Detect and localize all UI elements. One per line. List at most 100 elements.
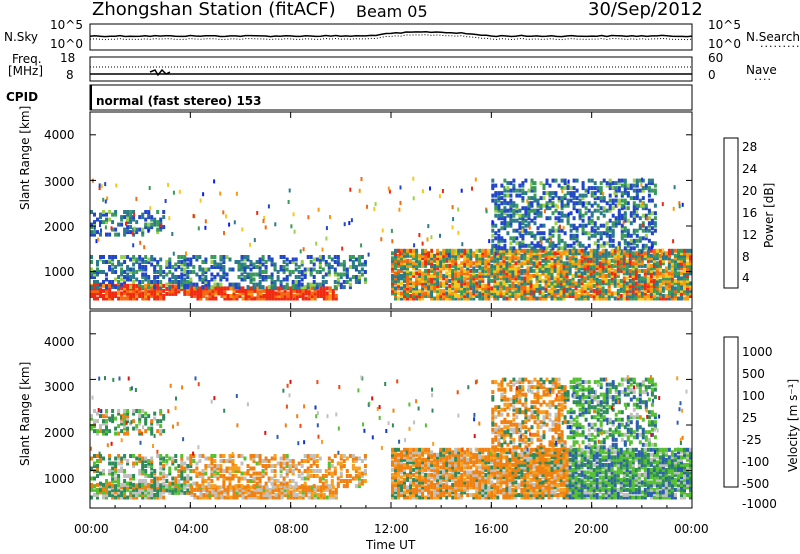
velocity-cell: [235, 495, 239, 500]
power-cell: [556, 261, 560, 266]
velocity-cell: [442, 462, 446, 467]
power-cell: [421, 261, 425, 266]
power-cell: [677, 291, 680, 296]
velocity-cell: [132, 419, 136, 424]
velocity-cell: [105, 419, 108, 424]
velocity-cell: [208, 490, 212, 495]
velocity-cell: [177, 488, 181, 493]
power-cell: [578, 216, 582, 221]
velocity-cell: [126, 474, 130, 478]
power-cell: [512, 236, 516, 241]
power-cell: [472, 281, 476, 286]
power-cell: [607, 283, 611, 288]
power-cell: [418, 278, 422, 283]
velocity-cell: [291, 471, 295, 476]
power-cell: [683, 268, 686, 273]
power-cell: [229, 294, 233, 298]
power-speck: [672, 206, 675, 211]
power-cell: [262, 294, 266, 298]
power-cell: [168, 265, 172, 269]
power-cell: [535, 263, 539, 268]
power-cell: [150, 257, 154, 262]
power-cell: [249, 277, 253, 282]
velocity-cell: [117, 469, 121, 473]
power-cell: [529, 268, 533, 273]
velocity-cell: [123, 482, 127, 487]
power-cell: [521, 188, 525, 193]
velocity-cell: [409, 457, 413, 462]
velocity-cell: [421, 465, 425, 470]
power-cell: [610, 258, 614, 263]
power-cell: [90, 255, 93, 259]
power-cell: [583, 266, 587, 271]
power-cell: [581, 186, 585, 191]
power-cell: [506, 223, 510, 228]
velocity-cell: [117, 495, 121, 500]
power-cell: [550, 251, 554, 256]
velocity-cell: [418, 490, 422, 495]
power-cell: [644, 246, 648, 251]
power-cell: [436, 294, 440, 298]
power-cell: [325, 286, 329, 291]
velocity-cell: [159, 476, 163, 481]
velocity-cell: [165, 479, 169, 483]
power-cell: [562, 261, 566, 266]
power-cell: [619, 286, 623, 291]
power-cell: [454, 266, 458, 271]
power-cell: [598, 283, 602, 288]
velocity-cell: [174, 479, 178, 483]
power-cell: [442, 253, 446, 258]
velocity-cell: [108, 454, 112, 458]
velocity-cell: [445, 495, 449, 500]
power-cell: [599, 231, 603, 236]
power-cell: [535, 248, 539, 253]
velocity-cell: [312, 459, 316, 463]
power-cell: [294, 282, 298, 287]
power-cell: [234, 282, 238, 287]
power-cell: [589, 261, 593, 266]
power-cell: [490, 258, 494, 263]
power-cell: [616, 283, 620, 288]
velocity-cell: [397, 477, 400, 482]
velocity-cell: [265, 487, 269, 492]
velocity-cell: [391, 462, 394, 467]
power-cell: [237, 275, 241, 279]
power-cell: [472, 253, 476, 258]
power-speck: [616, 202, 619, 207]
power-cell: [183, 272, 187, 277]
power-cell: [294, 275, 298, 279]
power-cell: [571, 273, 575, 278]
velocity-cell: [277, 495, 281, 500]
power-cell: [560, 178, 564, 183]
power-cell: [634, 271, 638, 276]
power-cell: [141, 296, 145, 301]
power-cell: [478, 276, 482, 281]
velocity-cell: [280, 493, 284, 497]
power-cell: [202, 288, 206, 293]
power-cell: [120, 262, 124, 267]
power-cell: [285, 262, 289, 267]
power-cell: [162, 275, 166, 279]
velocity-cell: [99, 484, 102, 489]
power-cell: [511, 281, 515, 286]
velocity-cell: [279, 484, 283, 489]
velocity-cell: [433, 455, 437, 460]
power-cell: [602, 213, 606, 218]
velocity-cell: [339, 454, 343, 458]
power-cell: [105, 296, 108, 301]
power-cell: [490, 271, 494, 276]
power-cell: [126, 225, 130, 230]
power-cell: [578, 208, 582, 213]
power-cell: [304, 296, 308, 301]
power-cell: [689, 258, 692, 263]
velocity-cell: [105, 493, 108, 497]
velocity-cell: [117, 424, 121, 429]
power-cell: [249, 280, 253, 284]
power-cell: [415, 283, 419, 288]
power-cell: [500, 191, 504, 196]
power-cell: [466, 291, 470, 296]
power-cell: [240, 262, 244, 267]
velocity-cell: [183, 466, 187, 471]
power-cell: [505, 273, 509, 278]
velocity-cell: [141, 479, 145, 483]
